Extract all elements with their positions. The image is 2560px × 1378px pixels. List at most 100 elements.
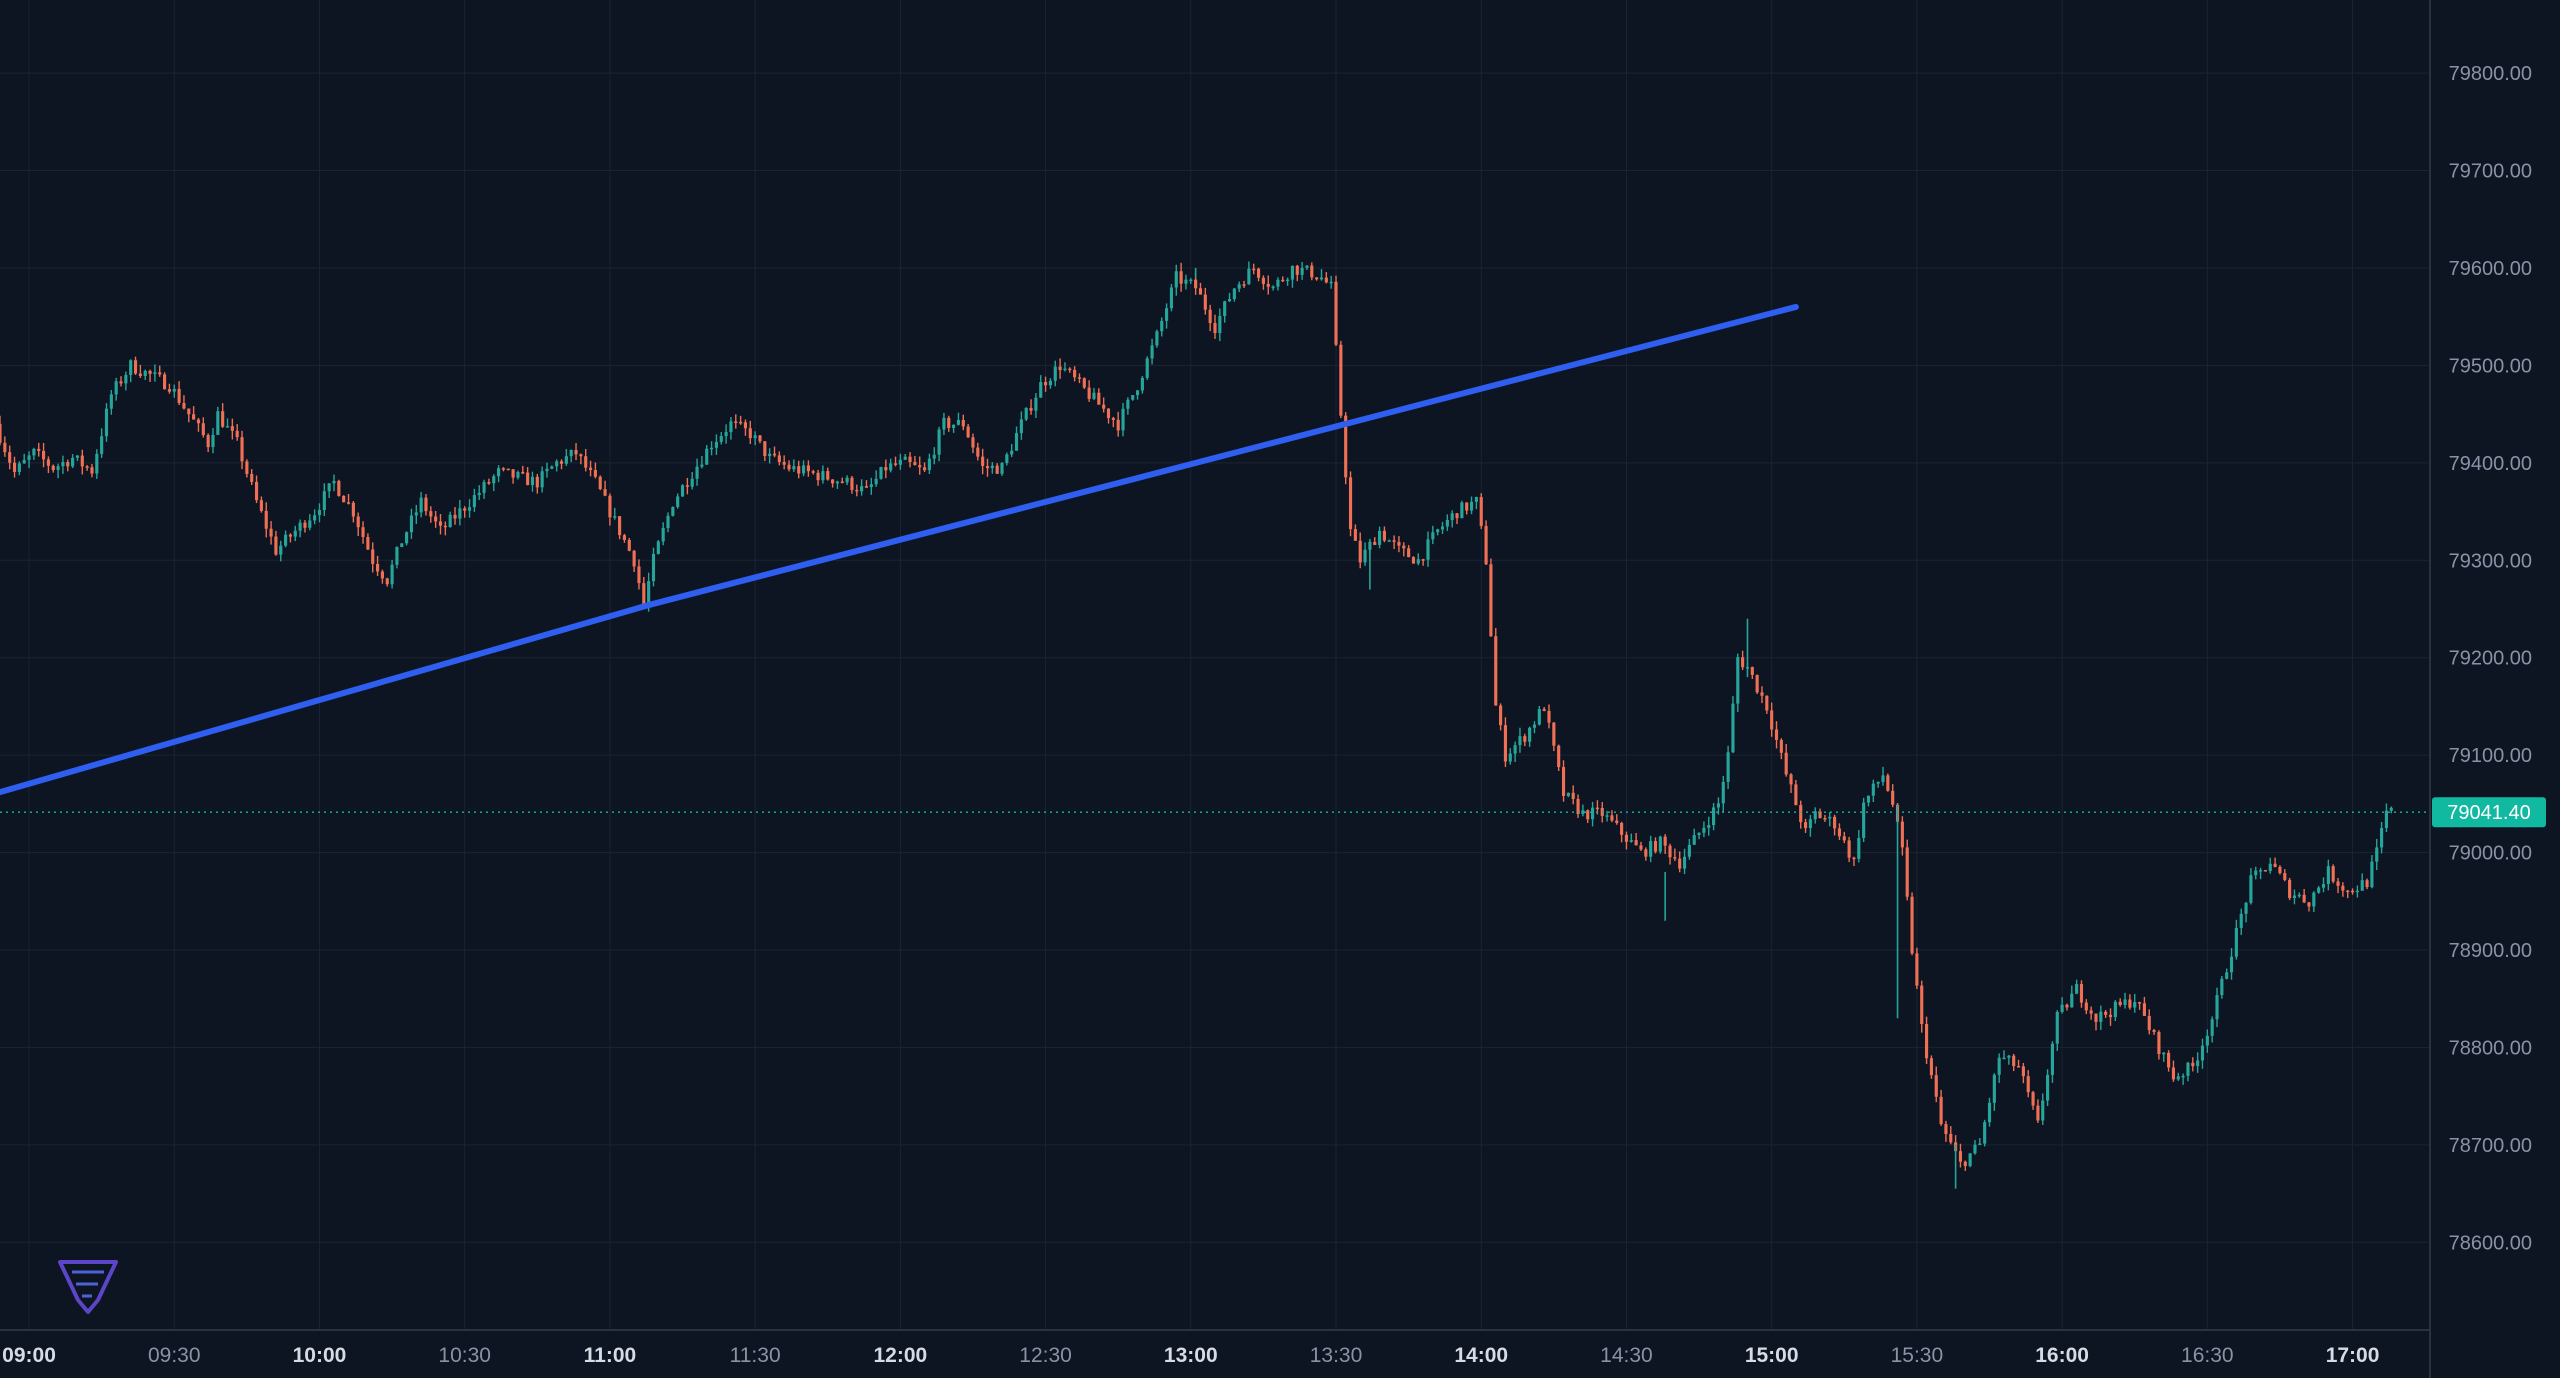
candle[interactable]: [1818, 811, 1822, 819]
candle[interactable]: [1048, 380, 1052, 386]
candle[interactable]: [463, 508, 467, 511]
candle[interactable]: [1324, 277, 1328, 283]
candle[interactable]: [2249, 875, 2253, 903]
candle[interactable]: [1620, 822, 1624, 835]
candle[interactable]: [1765, 695, 1769, 711]
candle[interactable]: [1097, 392, 1101, 405]
candle[interactable]: [1421, 559, 1425, 561]
candle[interactable]: [2147, 1015, 2151, 1031]
candle[interactable]: [893, 463, 898, 465]
candle[interactable]: [1034, 397, 1038, 411]
candle[interactable]: [1968, 1153, 1972, 1167]
candle[interactable]: [1213, 323, 1217, 334]
candle[interactable]: [1339, 344, 1343, 416]
candle[interactable]: [2181, 1075, 2185, 1078]
candle[interactable]: [1891, 790, 1895, 805]
candle[interactable]: [1566, 792, 1570, 796]
candle[interactable]: [1256, 268, 1261, 278]
candle[interactable]: [3, 442, 7, 453]
candle[interactable]: [772, 453, 777, 456]
candle[interactable]: [385, 578, 389, 585]
candle[interactable]: [734, 421, 738, 423]
candle[interactable]: [521, 472, 525, 474]
candle[interactable]: [1024, 407, 1028, 420]
candle[interactable]: [206, 435, 210, 448]
candle[interactable]: [37, 448, 41, 451]
candle[interactable]: [555, 461, 559, 467]
candle[interactable]: [1247, 268, 1251, 285]
candle[interactable]: [685, 485, 689, 487]
candle[interactable]: [2060, 1004, 2064, 1012]
candle[interactable]: [2389, 807, 2393, 811]
candle[interactable]: [1770, 710, 1774, 730]
candle[interactable]: [947, 417, 951, 428]
candle[interactable]: [559, 461, 564, 464]
candle[interactable]: [2036, 1105, 2040, 1121]
candle[interactable]: [274, 536, 278, 555]
candle[interactable]: [1532, 724, 1537, 728]
candle[interactable]: [603, 489, 607, 496]
candle[interactable]: [2084, 1002, 2088, 1011]
candle[interactable]: [1465, 502, 1469, 511]
candle[interactable]: [1915, 953, 1919, 986]
candle[interactable]: [884, 467, 888, 471]
candle[interactable]: [1111, 418, 1115, 420]
candle[interactable]: [855, 489, 859, 492]
candle[interactable]: [821, 471, 825, 481]
candle[interactable]: [1518, 736, 1522, 746]
candle[interactable]: [2113, 1001, 2117, 1018]
candle[interactable]: [1934, 1075, 1938, 1097]
candle[interactable]: [2220, 978, 2224, 996]
candle[interactable]: [2021, 1066, 2025, 1077]
candle[interactable]: [961, 420, 965, 427]
candle[interactable]: [584, 456, 588, 468]
candle[interactable]: [1484, 525, 1488, 565]
candle[interactable]: [826, 471, 830, 480]
candle[interactable]: [1639, 845, 1643, 850]
candle[interactable]: [2152, 1030, 2156, 1033]
candle[interactable]: [2089, 1010, 2093, 1014]
candle[interactable]: [1523, 736, 1527, 742]
candle[interactable]: [2123, 999, 2127, 1005]
candle[interactable]: [225, 426, 230, 428]
candle[interactable]: [356, 516, 360, 528]
candle[interactable]: [2137, 1002, 2142, 1004]
candle[interactable]: [66, 462, 70, 467]
price-axis-panel[interactable]: [2430, 0, 2560, 1378]
candle[interactable]: [2259, 870, 2263, 872]
candle[interactable]: [1276, 279, 1280, 287]
candle[interactable]: [714, 441, 718, 448]
candle[interactable]: [1736, 657, 1740, 704]
candle[interactable]: [850, 477, 854, 490]
candle[interactable]: [1499, 705, 1503, 726]
candle[interactable]: [1218, 316, 1222, 334]
candle[interactable]: [622, 535, 627, 540]
candle[interactable]: [1528, 727, 1532, 742]
candle[interactable]: [409, 515, 414, 533]
candle[interactable]: [1073, 369, 1077, 378]
candle[interactable]: [2191, 1062, 2195, 1067]
candle[interactable]: [1271, 286, 1275, 289]
candle[interactable]: [937, 429, 941, 455]
candle[interactable]: [1687, 844, 1691, 857]
candle[interactable]: [1852, 857, 1856, 860]
candle[interactable]: [192, 414, 196, 420]
candle[interactable]: [710, 447, 714, 450]
candle[interactable]: [1716, 803, 1720, 808]
candle[interactable]: [1203, 294, 1207, 310]
candle[interactable]: [1799, 805, 1803, 823]
candle[interactable]: [869, 484, 873, 488]
candle[interactable]: [443, 525, 447, 528]
candle[interactable]: [32, 448, 36, 456]
candle[interactable]: [477, 492, 481, 496]
candle[interactable]: [2321, 884, 2326, 888]
candle[interactable]: [342, 495, 346, 503]
candle[interactable]: [375, 563, 380, 572]
candle[interactable]: [119, 381, 123, 384]
candle[interactable]: [1000, 463, 1004, 474]
candle[interactable]: [898, 459, 902, 465]
candle[interactable]: [2375, 847, 2379, 862]
candle[interactable]: [753, 435, 757, 439]
candle[interactable]: [8, 452, 12, 463]
candle[interactable]: [216, 411, 220, 435]
